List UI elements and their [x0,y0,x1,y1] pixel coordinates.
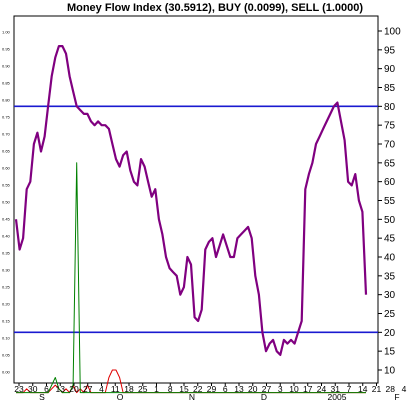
left-tick-label: 0.75 [2,115,11,120]
x-tick-label: 13 [56,384,66,394]
right-axis: 10 15 20 25 30 35 40 45 50 55 60 65 70 75 80 85 90 95 100 [378,27,401,377]
left-tick-label: 0.40 [2,234,11,239]
x-axis: 23 30 6 13 20 27 4 11 18 25 1 8 15 22 29 6 13 20 27 3 10 17 24… [14,383,407,394]
x-tick-label: 30 [28,384,38,394]
left-tick-label: 0.20 [2,302,11,307]
left-tick-label: 0.70 [2,132,11,137]
chart-title: Money Flow Index (30.5912), BUY (0.0099)… [67,2,363,14]
right-tick-label: 30 [384,290,396,301]
x-tick-label: 6 [223,384,228,394]
x-tick-label: 8 [168,384,173,394]
left-tick-label: 0.50 [2,200,11,205]
right-tick-label: 45 [384,234,396,245]
right-tick-label: 60 [384,177,396,188]
x-tick-label: 13 [234,384,244,394]
left-tick-label: 1.00 [2,30,11,35]
x-tick-label: 20 [69,384,79,394]
x-tick-label: 24 [317,384,327,394]
right-tick-label: 65 [384,158,396,169]
right-tick-label: 20 [384,328,396,339]
right-tick-label: 100 [384,27,401,38]
left-tick-label: 0.05 [2,353,11,358]
left-tick-label: 0.15 [2,319,11,324]
month-label: D [261,392,267,400]
right-tick-label: 10 [384,366,396,377]
x-tick-label: 7 [347,384,352,394]
month-label: 2005 [328,392,347,400]
right-tick-label: 55 [384,196,396,207]
x-tick-label: 10 [289,384,299,394]
month-axis: S O N D 2005 F [39,392,399,402]
right-tick-label: 75 [384,121,396,132]
month-label: O [117,392,124,400]
reference-lines [14,105,378,334]
x-tick-label: 31 [331,384,341,394]
left-tick-label: 0.25 [2,285,11,290]
right-tick-label: 25 [384,309,396,320]
left-tick-label: 0.30 [2,268,11,273]
left-tick-label: 0.00 [2,370,11,375]
month-label: S [39,392,45,400]
month-label: F [394,392,399,400]
left-tick-label: 0.65 [2,149,11,154]
x-tick-label: 28 [386,384,396,394]
x-tick-label: 22 [193,384,203,394]
right-tick-label: 95 [384,45,396,56]
right-tick-label: 85 [384,83,396,94]
x-tick-label: 4 [402,384,407,394]
x-tick-label: 11 [111,384,120,394]
right-tick-label: 50 [384,215,396,226]
left-tick-label: 0.55 [2,183,11,188]
x-tick-label: 25 [138,384,148,394]
x-tick-label: 3 [278,384,283,394]
series-layer [14,44,368,394]
x-tick-label: 1 [154,384,159,394]
plot-frame [13,15,379,384]
series-line [14,44,368,356]
right-tick-label: 40 [384,253,396,264]
x-tick-label: 15 [179,384,189,394]
x-tick-label: 6 [44,384,49,394]
right-tick-label: 80 [384,102,396,113]
left-axis: 1.00 0.95 0.90 0.85 0.80 0.75 0.70 0.65 0.60 0.55… [2,30,11,375]
x-tick-label: 20 [248,384,258,394]
x-tick-label: 18 [124,384,134,394]
left-tick-label: 0.90 [2,64,11,69]
left-tick-label: 0.80 [2,98,11,103]
series-line [16,162,366,394]
x-tick-label: 21 [372,384,382,394]
x-tick-label: 4 [99,384,104,394]
x-tick-label: 27 [262,384,272,394]
right-tick-label: 90 [384,64,396,75]
left-tick-label: 0.95 [2,47,11,52]
x-tick-label: 17 [303,384,313,394]
left-tick-label: 0.35 [2,251,11,256]
right-tick-label: 15 [384,347,396,358]
left-tick-label: 0.45 [2,217,11,222]
left-tick-label: 0.85 [2,81,11,86]
left-tick-label: 0.60 [2,166,11,171]
right-tick-label: 70 [384,140,396,151]
x-tick-label: 29 [207,384,217,394]
month-label: N [189,392,195,400]
right-tick-label: 35 [384,271,396,282]
left-tick-label: 0.10 [2,336,11,341]
x-tick-label: 14 [358,384,368,394]
x-tick-label: 23 [14,384,24,394]
x-tick-label: 27 [83,384,93,394]
